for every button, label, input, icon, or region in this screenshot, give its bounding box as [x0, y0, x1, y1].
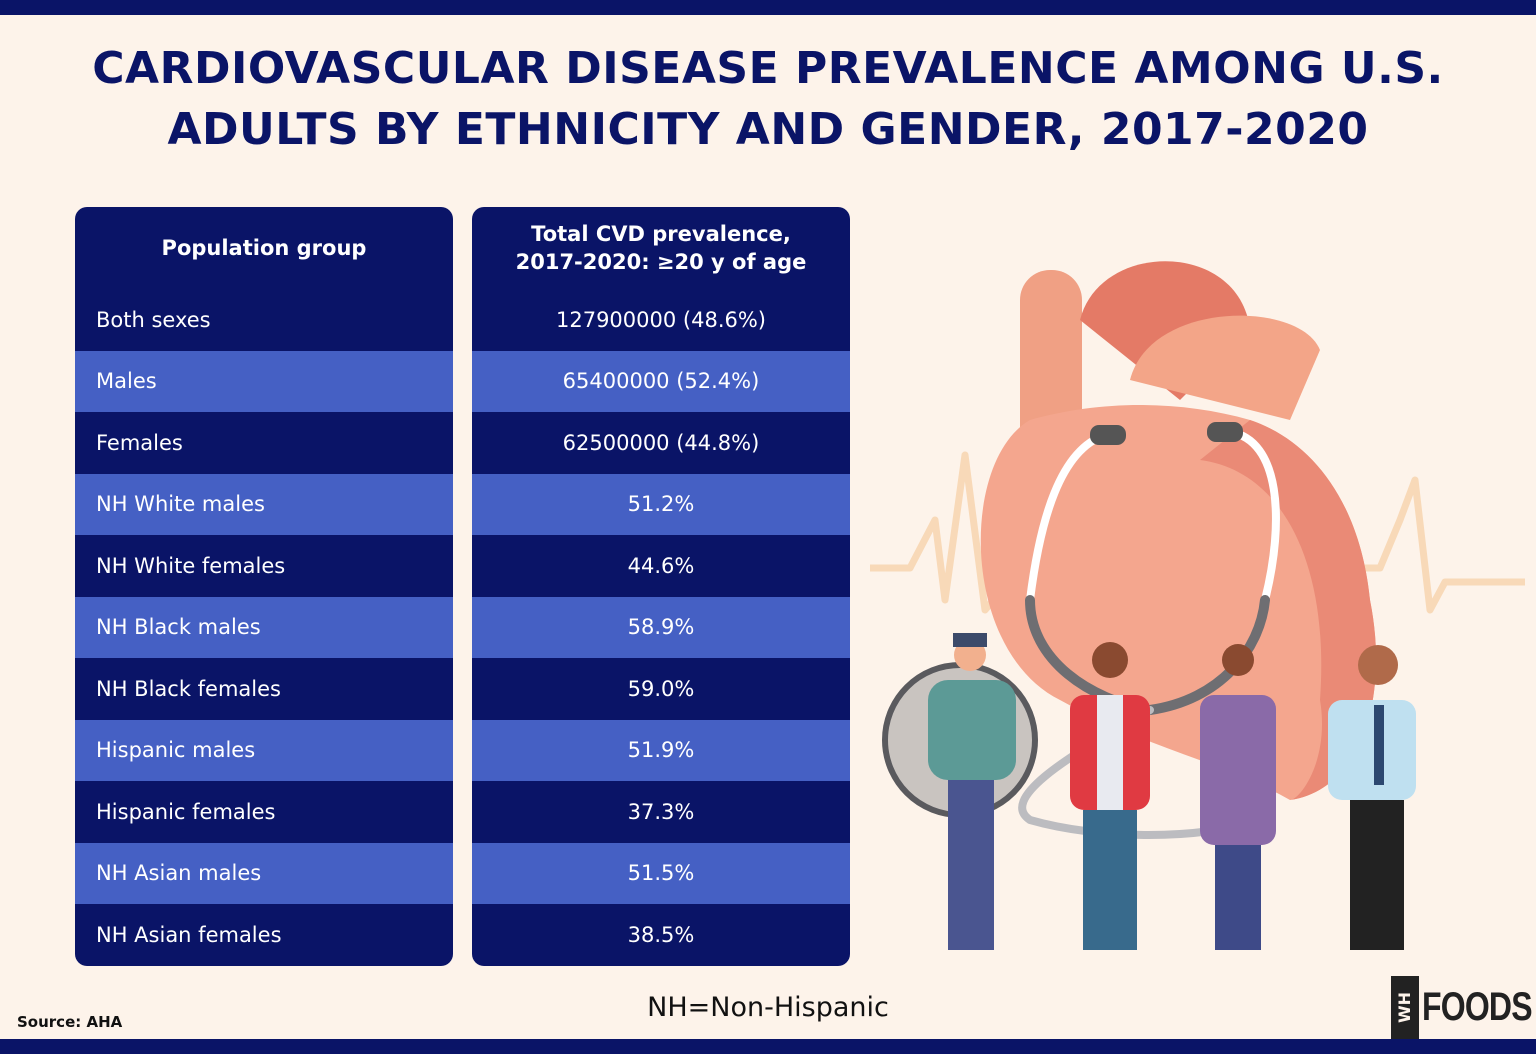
heart-illustration [870, 261, 1525, 950]
prevalence-cells: 127900000 (48.6%) 65400000 (52.4%) 6250000… [472, 289, 850, 966]
prevalence-cell: 127900000 (48.6%) [472, 289, 850, 351]
population-cell: NH White males [75, 473, 453, 535]
abbreviation-note: NH=Non-Hispanic [647, 992, 889, 1023]
prevalence-cell: 62500000 (44.8%) [472, 412, 850, 474]
person-4 [1328, 645, 1416, 950]
logo-mark-text: WH [1395, 991, 1415, 1024]
prevalence-cell: 51.9% [472, 719, 850, 781]
logo-mark: WH [1391, 976, 1419, 1039]
source-label: Source: AHA [17, 1013, 123, 1031]
population-cell: NH Black males [75, 596, 453, 658]
prevalence-cell: 38.5% [472, 904, 850, 966]
logo-text: FOODS [1422, 985, 1533, 1029]
prevalence-cell: 58.9% [472, 596, 850, 658]
whfoods-logo: WH FOODS [1391, 976, 1536, 1039]
header-text: Total CVD prevalence, 2017-2020: ≥20 y o… [515, 222, 807, 274]
person-3 [1200, 644, 1276, 950]
population-cells: Both sexes Males Females NH White males NH W… [75, 289, 453, 966]
population-cell: Hispanic females [75, 781, 453, 843]
top-bar [0, 0, 1536, 15]
population-column: Population group Both sexes Males Females N… [75, 207, 453, 966]
person-2 [1070, 642, 1150, 950]
population-cell: NH White females [75, 535, 453, 597]
prevalence-cell: 51.5% [472, 842, 850, 904]
population-cell: Both sexes [75, 289, 453, 351]
population-cell: Females [75, 412, 453, 474]
prevalence-cell: 65400000 (52.4%) [472, 350, 850, 412]
population-cell: NH Asian females [75, 904, 453, 966]
population-cell: Males [75, 350, 453, 412]
bottom-bar [0, 1039, 1536, 1054]
page-title: CARDIOVASCULAR DISEASE PREVALENCE AMONG … [92, 43, 1444, 155]
people-icon [928, 633, 1416, 950]
prevalence-cell: 37.3% [472, 781, 850, 843]
prevalence-cell: 44.6% [472, 535, 850, 597]
column-header-population: Population group [75, 207, 453, 289]
prevalence-cell: 51.2% [472, 473, 850, 535]
person-1 [928, 633, 1016, 950]
population-cell: NH Black females [75, 658, 453, 720]
column-header-prevalence: Total CVD prevalence, 2017-2020: ≥20 y o… [472, 207, 850, 289]
population-cell: Hispanic males [75, 719, 453, 781]
population-cell: NH Asian males [75, 842, 453, 904]
prevalence-cell: 59.0% [472, 658, 850, 720]
prevalence-column: Total CVD prevalence, 2017-2020: ≥20 y o… [472, 207, 850, 966]
